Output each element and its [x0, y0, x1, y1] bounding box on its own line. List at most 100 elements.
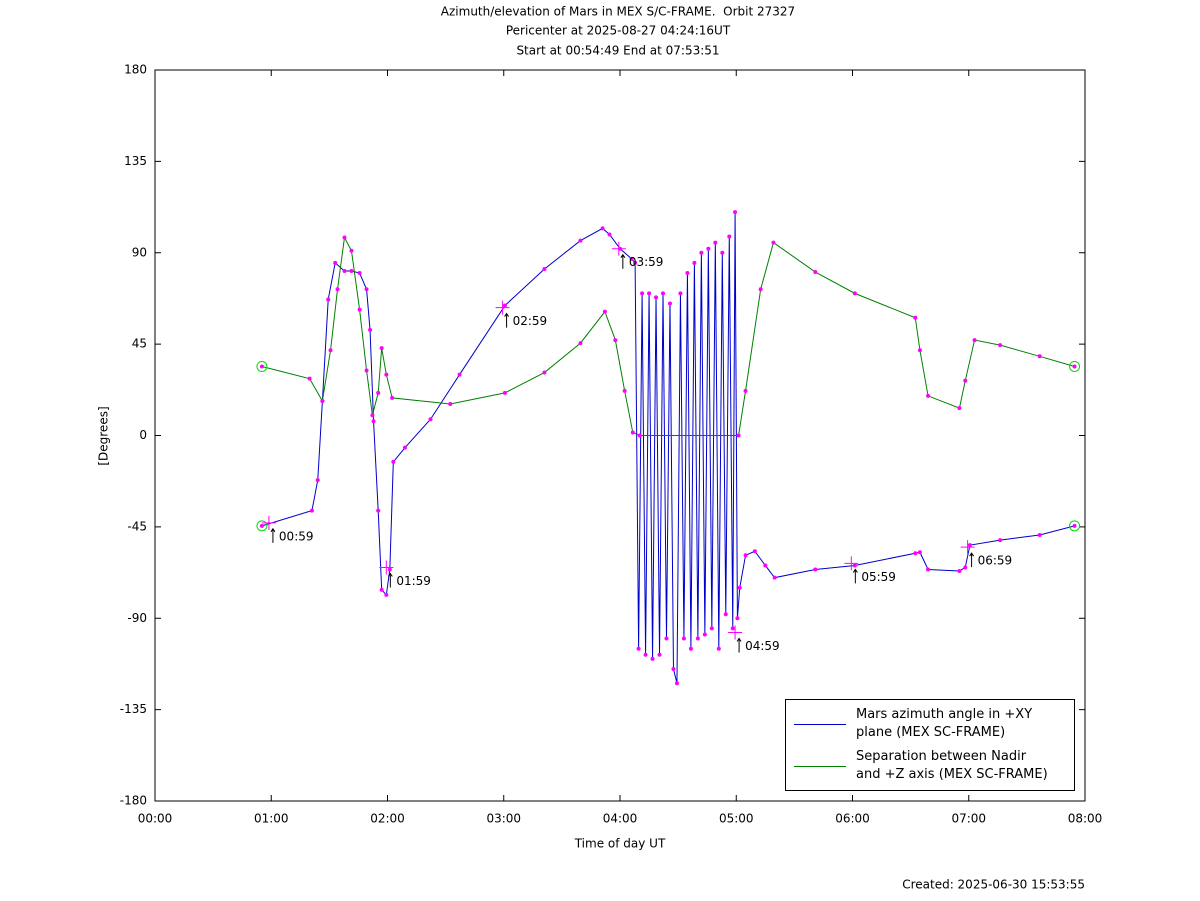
sample-marker — [661, 291, 666, 296]
y-tick-label: 45 — [132, 337, 147, 351]
annotation-arrow — [736, 637, 742, 653]
sample-marker — [998, 343, 1003, 348]
sample-marker — [852, 563, 857, 568]
series-line — [261, 235, 1075, 436]
y-tick-label: 90 — [132, 245, 147, 259]
x-tick-label: 01:00 — [254, 812, 289, 826]
sample-marker — [709, 626, 714, 631]
annotation-label: 05:59 — [861, 570, 896, 584]
endpoint-marker — [1069, 520, 1081, 532]
annotation-arrow — [387, 572, 393, 588]
legend-item: Mars azimuth angle in +XY plane (MEX SC-… — [794, 706, 1066, 742]
sample-marker — [998, 538, 1003, 543]
sample-marker — [674, 681, 679, 686]
legend-swatch — [794, 723, 846, 725]
sample-marker — [371, 419, 376, 424]
footer: Created: 2025-06-30 15:53:55 — [902, 878, 1085, 892]
annotation-arrow — [620, 253, 626, 269]
sample-marker — [735, 616, 740, 621]
sample-marker — [448, 402, 453, 407]
x-tick-label: 03:00 — [486, 812, 521, 826]
annotation-cross — [844, 556, 859, 571]
x-tick-label: 08:00 — [1068, 812, 1103, 826]
y-tick-label: -90 — [127, 611, 147, 625]
sample-marker — [743, 388, 748, 393]
sample-marker — [733, 210, 738, 215]
annotation-cross — [960, 540, 975, 555]
sample-marker — [320, 398, 325, 403]
sample-marker — [685, 271, 690, 276]
sample-marker — [633, 260, 638, 265]
sample-marker — [654, 295, 659, 300]
sample-marker — [657, 652, 662, 657]
sample-marker — [727, 234, 732, 239]
sample-marker — [629, 256, 634, 261]
sample-marker — [376, 390, 381, 395]
endpoint-marker — [1069, 360, 1081, 372]
sample-marker — [387, 567, 392, 572]
legend: Mars azimuth angle in +XY plane (MEX SC-… — [785, 699, 1075, 791]
sample-marker — [502, 390, 507, 395]
chart-subtitle: Pericenter at 2025-08-27 04:24:16UT — [506, 24, 731, 38]
sample-marker — [349, 269, 354, 274]
y-tick-label: -135 — [120, 702, 147, 716]
sample-marker — [342, 269, 347, 274]
endpoint-marker — [256, 520, 268, 532]
sample-marker — [259, 523, 264, 528]
y-axis-label: [Degrees] — [97, 406, 111, 465]
plot-frame — [154, 69, 1086, 802]
sample-marker — [699, 250, 704, 255]
sample-marker — [391, 459, 396, 464]
y-tick-label: -180 — [120, 794, 147, 808]
y-tick-label: 0 — [139, 428, 147, 442]
x-axis-label: Time of day UT — [574, 837, 666, 851]
sample-marker — [613, 338, 618, 343]
sample-marker — [695, 636, 700, 641]
sample-marker — [963, 378, 968, 383]
sample-marker — [643, 652, 648, 657]
annotation-label: 01:59 — [396, 574, 431, 588]
sample-marker — [813, 567, 818, 572]
sample-marker — [326, 297, 331, 302]
sample-marker — [972, 338, 977, 343]
annotation-label: 02:59 — [513, 314, 548, 328]
sample-marker — [913, 315, 918, 320]
sample-marker — [259, 364, 264, 369]
sample-marker — [681, 636, 686, 641]
annotation-cross — [261, 515, 276, 530]
sample-marker — [664, 636, 669, 641]
annotation-label: 04:59 — [745, 639, 780, 653]
sample-marker — [315, 478, 320, 483]
sample-marker — [357, 271, 362, 276]
sample-marker — [309, 508, 314, 513]
sample-marker — [772, 575, 777, 580]
x-tick-label: 05:00 — [719, 812, 754, 826]
annotation-cross — [495, 300, 510, 315]
sample-marker — [328, 348, 333, 353]
x-tick-label: 02:00 — [370, 812, 405, 826]
sample-marker — [957, 406, 962, 411]
sample-marker — [368, 327, 373, 332]
sample-marker — [758, 287, 763, 292]
sample-marker — [370, 413, 375, 418]
annotation-cross — [728, 625, 743, 640]
sample-marker — [1037, 532, 1042, 537]
sample-marker — [542, 370, 547, 375]
legend-label: Mars azimuth angle in +XY plane (MEX SC-… — [856, 707, 1033, 740]
chart-title: Azimuth/elevation of Mars in MEX S/C-FRA… — [441, 5, 795, 19]
x-tick-label: 07:00 — [951, 812, 986, 826]
sample-marker — [771, 240, 776, 245]
sample-marker — [542, 266, 547, 271]
sample-marker — [813, 270, 818, 275]
sample-marker — [723, 612, 728, 617]
sample-marker — [706, 246, 711, 251]
sample-marker — [384, 372, 389, 377]
sample-marker — [379, 587, 384, 592]
x-tick-label: 04:00 — [603, 812, 638, 826]
legend-item: Separation between Nadir and +Z axis (ME… — [794, 748, 1066, 784]
sample-marker — [602, 309, 607, 314]
annotation-label: 06:59 — [978, 554, 1013, 568]
sample-marker — [752, 549, 757, 554]
sample-marker — [917, 550, 922, 555]
